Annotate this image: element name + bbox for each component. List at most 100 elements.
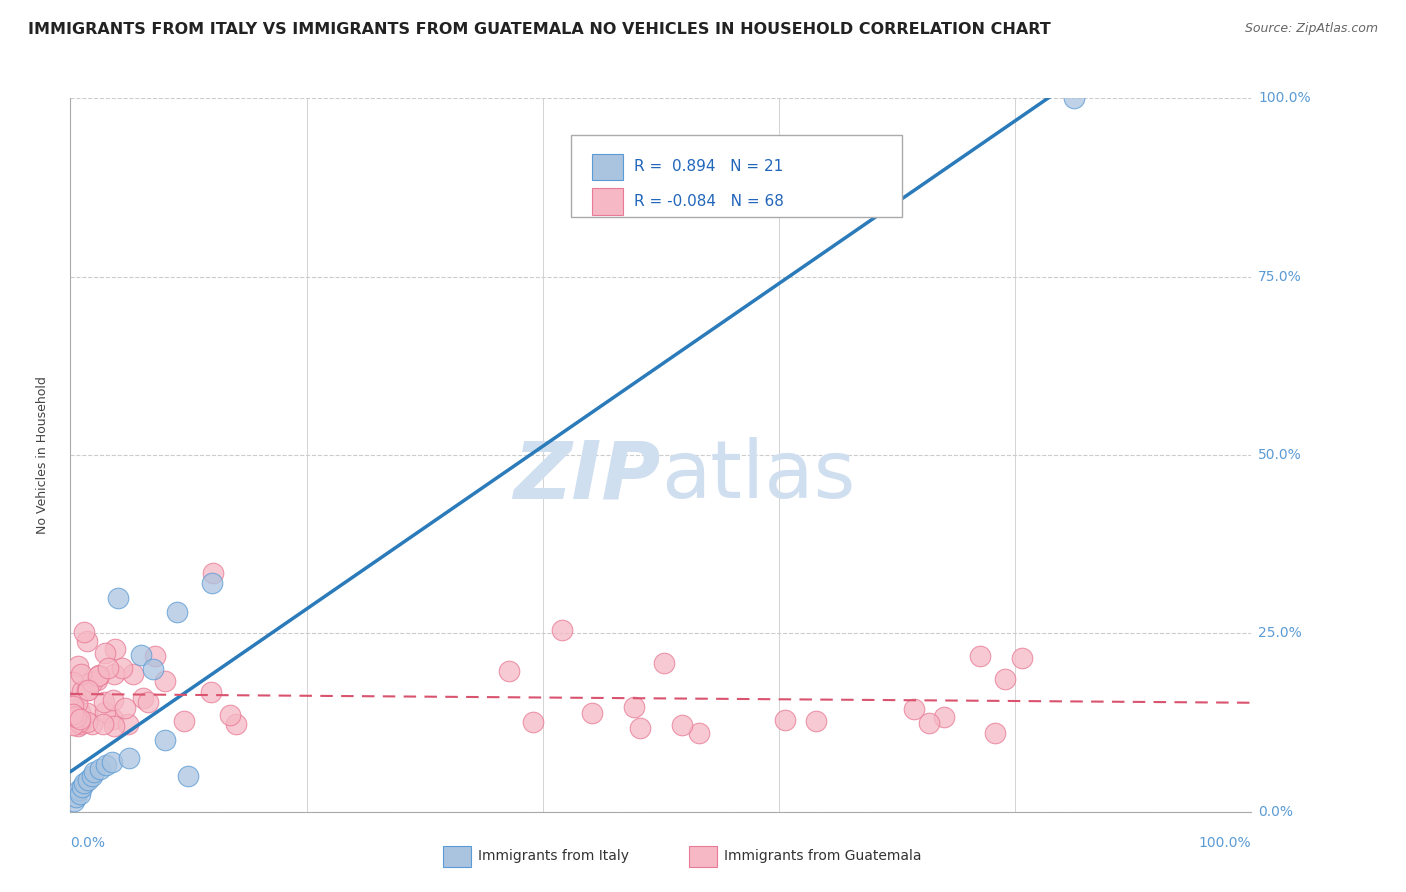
Point (83, 765, 105, 780)
Point (86, 669, 108, 683)
Point (118, 751, 141, 765)
Text: atlas: atlas (661, 437, 855, 516)
Point (110, 661, 132, 675)
Point (984, 726, 1007, 740)
Point (903, 701, 925, 715)
Text: 25.0%: 25.0% (1258, 626, 1302, 640)
Point (773, 713, 796, 727)
Point (63, 709, 86, 723)
Point (218, 707, 240, 722)
Text: 0.0%: 0.0% (1258, 805, 1294, 819)
Point (114, 701, 136, 715)
Point (153, 733, 176, 747)
Text: ZIP: ZIP (513, 437, 661, 516)
Point (62, 703, 84, 717)
Point (76, 634, 98, 648)
Point (94, 706, 117, 720)
Point (200, 684, 222, 698)
Point (551, 623, 574, 637)
Text: IMMIGRANTS FROM ITALY VS IMMIGRANTS FROM GUATEMALA NO VEHICLES IN HOUSEHOLD CORR: IMMIGRANTS FROM ITALY VS IMMIGRANTS FROM… (28, 22, 1050, 37)
Point (70, 684, 93, 698)
Point (688, 726, 710, 740)
Point (138, 695, 160, 709)
Point (132, 690, 155, 705)
Text: 100.0%: 100.0% (1258, 91, 1310, 105)
Point (103, 712, 125, 726)
Point (623, 700, 645, 714)
Point (142, 662, 165, 676)
Point (166, 605, 188, 619)
Point (62, 706, 84, 721)
Point (69, 666, 91, 681)
Point (94, 758, 117, 772)
Point (82, 716, 104, 731)
Point (70, 780, 93, 794)
Point (69, 787, 91, 801)
Point (69, 717, 91, 731)
Point (104, 641, 127, 656)
Point (65, 790, 87, 805)
Point (73, 624, 96, 639)
Point (77, 683, 100, 698)
Point (918, 715, 941, 730)
Point (201, 566, 224, 581)
Point (804, 714, 827, 729)
Point (93, 695, 115, 709)
Point (671, 717, 693, 731)
Point (225, 716, 247, 731)
Point (69, 712, 91, 726)
Point (97, 661, 120, 675)
Point (76, 706, 98, 720)
Point (103, 667, 125, 681)
Point (62, 718, 84, 732)
Point (994, 672, 1017, 686)
Text: 100.0%: 100.0% (1199, 836, 1251, 850)
Point (69, 705, 91, 719)
Point (89, 762, 111, 776)
Point (67, 783, 90, 797)
Point (522, 715, 544, 730)
Text: 0.0%: 0.0% (70, 836, 105, 850)
Point (201, 576, 224, 591)
Point (932, 710, 955, 724)
Text: Immigrants from Guatemala: Immigrants from Guatemala (724, 849, 921, 863)
Y-axis label: No Vehicles in Household: No Vehicles in Household (37, 376, 49, 533)
Point (65, 710, 87, 724)
Point (101, 693, 124, 707)
Point (173, 714, 195, 729)
Point (107, 591, 129, 605)
Text: 75.0%: 75.0% (1258, 269, 1302, 284)
Point (67, 719, 90, 733)
Point (76, 714, 98, 729)
Point (73, 776, 96, 790)
Point (80, 769, 103, 783)
Point (87, 668, 110, 682)
Point (155, 673, 177, 688)
Point (62, 699, 84, 714)
Point (94, 646, 117, 660)
Point (628, 722, 651, 736)
Text: Source: ZipAtlas.com: Source: ZipAtlas.com (1244, 22, 1378, 36)
Point (76, 683, 98, 698)
Point (67, 715, 90, 730)
Point (66, 697, 89, 711)
Point (77, 772, 100, 787)
Point (80, 674, 103, 689)
Text: R = -0.084   N = 68: R = -0.084 N = 68 (634, 194, 785, 209)
Point (177, 769, 200, 783)
Point (969, 649, 991, 664)
Point (581, 706, 603, 720)
Text: R =  0.894   N = 21: R = 0.894 N = 21 (634, 160, 783, 175)
Point (1063, 91, 1085, 105)
Text: Immigrants from Italy: Immigrants from Italy (478, 849, 628, 863)
Point (117, 717, 139, 731)
Point (67, 659, 90, 673)
Point (63, 794, 86, 808)
Point (652, 656, 675, 670)
Point (62, 675, 84, 690)
Point (143, 649, 166, 664)
Point (1011, 651, 1033, 665)
Point (91, 716, 114, 731)
Point (103, 719, 125, 733)
Point (100, 755, 122, 769)
